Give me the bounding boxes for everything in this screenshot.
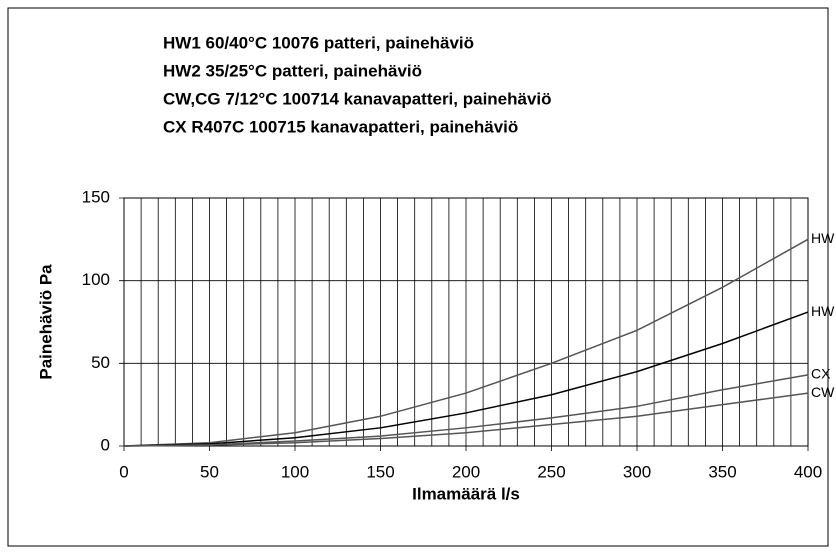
chart-title: CW,CG 7/12°C 100714 kanavapatteri, paine… <box>163 89 552 108</box>
x-tick-label: 400 <box>794 462 822 481</box>
y-axis-title: Painehäviö Pa <box>36 264 55 380</box>
x-tick-label: 200 <box>452 462 480 481</box>
y-tick-label: 50 <box>91 353 110 372</box>
x-tick-label: 350 <box>708 462 736 481</box>
x-tick-label: 300 <box>623 462 651 481</box>
plot-area <box>123 197 809 447</box>
series-line <box>123 311 809 447</box>
x-tick-label: 0 <box>119 462 128 481</box>
y-tick-label: 0 <box>101 435 110 454</box>
chart-title: HW1 60/40°C 10076 patteri, painehäviö <box>163 33 474 52</box>
chart-title: HW2 35/25°C patteri, painehäviö <box>163 61 422 80</box>
series-line <box>123 238 809 447</box>
x-tick-label: 250 <box>537 462 565 481</box>
series-line <box>123 374 809 447</box>
series-label: HW <box>811 230 835 246</box>
x-tick-label: 150 <box>366 462 394 481</box>
series-label: CW <box>811 384 835 400</box>
series-label: CX <box>811 366 831 382</box>
y-tick-label: 100 <box>82 270 110 289</box>
x-tick-label: 100 <box>281 462 309 481</box>
x-axis-title: Ilmamäärä l/s <box>412 484 520 503</box>
chart-frame <box>7 7 829 547</box>
series-line <box>123 392 809 447</box>
series-label: HW <box>811 303 835 319</box>
x-tick-label: 50 <box>200 462 219 481</box>
y-tick-label: 150 <box>82 187 110 206</box>
chart-title: CX R407C 100715 kanavapatteri, painehävi… <box>163 117 518 136</box>
